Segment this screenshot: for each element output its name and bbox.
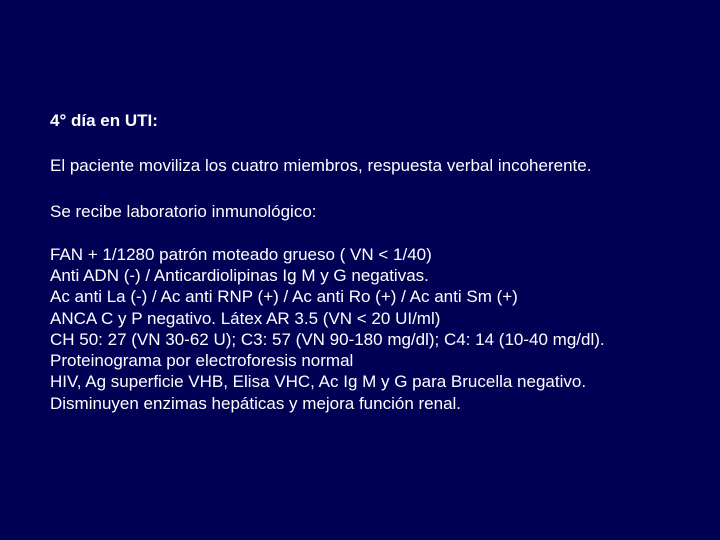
lab-line: HIV, Ag superficie VHB, Elisa VHC, Ac Ig…: [50, 371, 670, 392]
slide: 4° día en UTI: El paciente moviliza los …: [0, 0, 720, 540]
day-heading: 4° día en UTI:: [50, 110, 670, 131]
lab-results-block: FAN + 1/1280 patrón moteado grueso ( VN …: [50, 244, 670, 414]
lab-line: ANCA C y P negativo. Látex AR 3.5 (VN < …: [50, 308, 670, 329]
lab-line: Anti ADN (-) / Anticardiolipinas Ig M y …: [50, 265, 670, 286]
lab-line: Ac anti La (-) / Ac anti RNP (+) / Ac an…: [50, 286, 670, 307]
lab-line: CH 50: 27 (VN 30-62 U); C3: 57 (VN 90-18…: [50, 329, 670, 350]
clinical-status: El paciente moviliza los cuatro miembros…: [50, 155, 670, 176]
lab-line: FAN + 1/1280 patrón moteado grueso ( VN …: [50, 244, 670, 265]
lab-line: Disminuyen enzimas hepáticas y mejora fu…: [50, 393, 670, 414]
lab-line: Proteinograma por electroforesis normal: [50, 350, 670, 371]
lab-intro: Se recibe laboratorio inmunológico:: [50, 201, 670, 222]
lab-intro-emph: laboratorio inmunológico:: [127, 202, 317, 221]
lab-intro-prefix: Se recibe: [50, 202, 127, 221]
